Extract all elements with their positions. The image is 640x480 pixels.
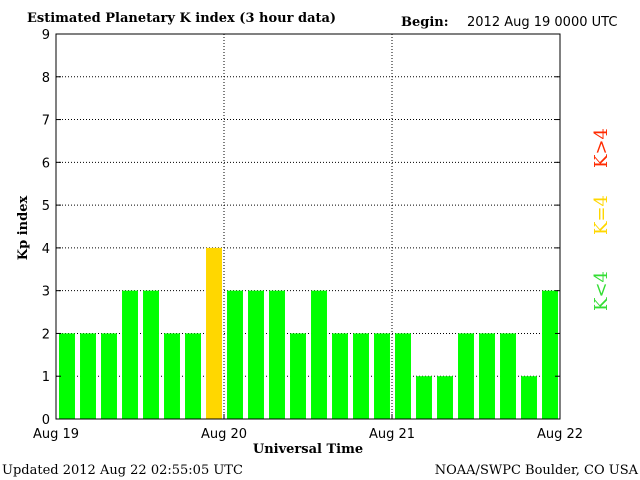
- x-tick-label: Aug 20: [201, 427, 247, 442]
- grid-lines: [56, 34, 560, 419]
- legend-item: K=4: [591, 195, 612, 235]
- bars: [59, 247, 558, 419]
- y-tick-label: 7: [42, 114, 50, 129]
- y-tick-label: 4: [42, 242, 50, 257]
- y-tick-label: 5: [42, 199, 50, 214]
- y-tick-label: 0: [42, 413, 50, 428]
- kp-bar: [206, 247, 222, 419]
- kp-bar: [143, 290, 159, 419]
- kp-bar: [164, 333, 180, 419]
- kp-bar: [479, 333, 495, 419]
- plot-frame: [55, 33, 561, 420]
- kp-bar: [101, 333, 117, 419]
- kp-bar: [59, 333, 75, 419]
- y-tick-label: 1: [42, 370, 50, 385]
- y-tick-label: 2: [42, 327, 50, 342]
- kp-bar: [437, 376, 453, 419]
- x-tick-label: Aug 19: [33, 427, 79, 442]
- y-tick-label: 6: [42, 156, 50, 171]
- kp-bar: [374, 333, 390, 419]
- kp-bar: [416, 376, 432, 419]
- legend-item: K>4: [591, 128, 612, 168]
- kp-bar: [332, 333, 348, 419]
- y-tick-label: 8: [42, 71, 50, 86]
- updated-timestamp: Updated 2012 Aug 22 02:55:05 UTC: [2, 463, 243, 478]
- begin-label: Begin:: [401, 15, 449, 30]
- kp-bar: [80, 333, 96, 419]
- y-axis-label: Kp index: [16, 196, 31, 261]
- kp-bar: [521, 376, 537, 419]
- y-tick-label: 9: [42, 28, 50, 43]
- begin-value: 2012 Aug 19 0000 UTC: [467, 15, 617, 30]
- y-axis-ticks: 0 1 2 3 4 5 6 7 8 9: [42, 28, 560, 428]
- kp-bar: [395, 333, 411, 419]
- x-tick-label: Aug 21: [369, 427, 415, 442]
- kp-bar: [248, 290, 264, 419]
- source-credit: NOAA/SWPC Boulder, CO USA: [435, 463, 639, 478]
- kp-bar: [269, 290, 285, 419]
- kp-bar: [311, 290, 327, 419]
- kp-bar: [227, 290, 243, 419]
- kp-bar: [353, 333, 369, 419]
- kp-bar: [500, 333, 516, 419]
- kp-bar: [542, 290, 558, 419]
- x-axis-label: Universal Time: [253, 442, 363, 457]
- kp-bar: [122, 290, 138, 419]
- legend-item: K<4: [591, 271, 612, 311]
- y-tick-label: 3: [42, 285, 50, 300]
- kp-bar: [458, 333, 474, 419]
- x-axis-ticks: Aug 19 Aug 20 Aug 21 Aug 22: [33, 414, 583, 442]
- chart-title: Estimated Planetary K index (3 hour data…: [27, 11, 336, 26]
- x-tick-label: Aug 22: [537, 427, 583, 442]
- kp-bar: [290, 333, 306, 419]
- legend: K<4 K=4 K>4: [591, 128, 612, 311]
- kp-bar: [185, 333, 201, 419]
